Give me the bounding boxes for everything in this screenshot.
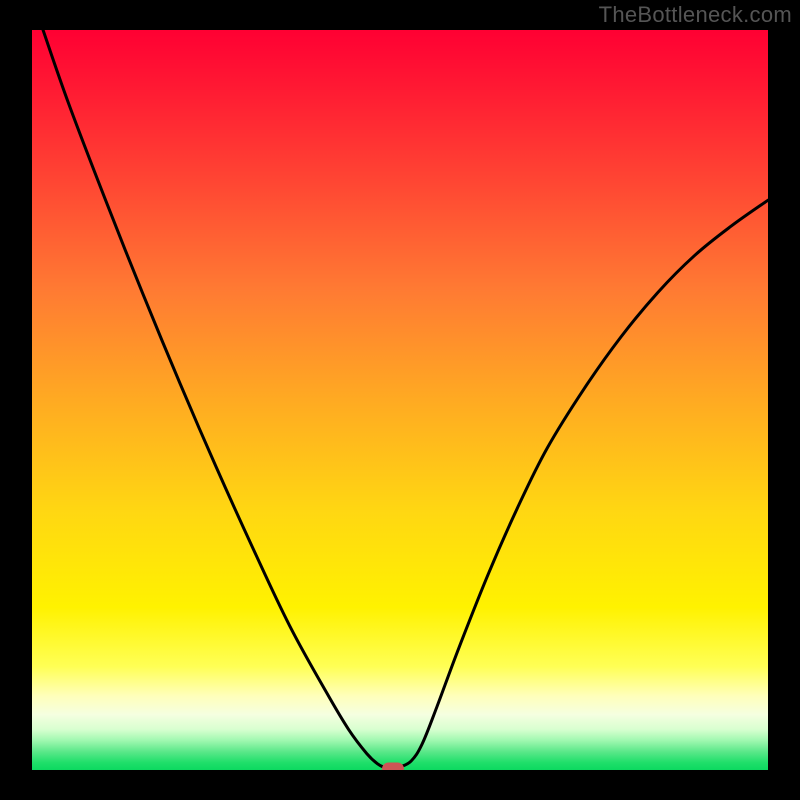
chart-plot-area [32, 30, 768, 770]
chart-minimum-marker [382, 762, 404, 770]
chart-curve [32, 30, 768, 770]
watermark-text: TheBottleneck.com [599, 2, 792, 28]
